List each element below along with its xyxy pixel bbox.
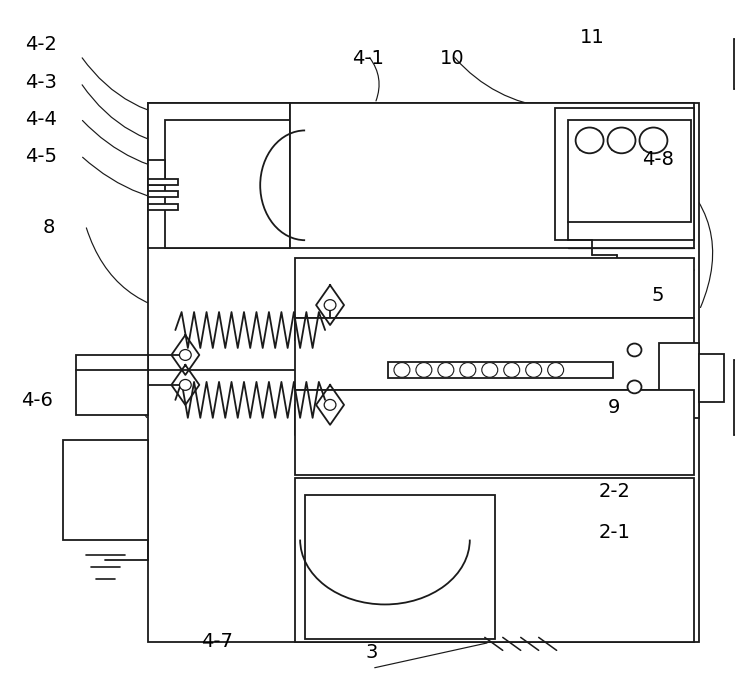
Bar	[149, 160, 166, 185]
Text: 4-8: 4-8	[643, 151, 674, 170]
Bar	[659, 343, 699, 418]
Circle shape	[628, 344, 642, 356]
Circle shape	[180, 380, 191, 390]
Bar	[567, 120, 691, 222]
Bar	[295, 478, 694, 642]
Circle shape	[576, 128, 604, 153]
Text: 4-7: 4-7	[202, 631, 233, 650]
Bar	[149, 179, 178, 185]
Bar	[290, 103, 694, 249]
Circle shape	[324, 399, 336, 410]
Circle shape	[548, 363, 564, 378]
Circle shape	[482, 363, 498, 378]
Text: 11: 11	[580, 29, 604, 48]
Bar	[149, 204, 178, 210]
Bar	[149, 191, 178, 198]
Bar	[295, 258, 694, 318]
Bar	[735, 39, 736, 88]
Bar	[305, 495, 495, 640]
Circle shape	[526, 363, 542, 378]
Bar	[555, 109, 694, 240]
Bar	[295, 318, 694, 390]
Text: 4-1: 4-1	[352, 49, 384, 68]
Circle shape	[628, 380, 642, 393]
Circle shape	[324, 299, 336, 310]
Text: 3: 3	[366, 643, 378, 662]
Bar	[149, 103, 699, 642]
Bar	[149, 103, 290, 249]
Bar	[699, 354, 724, 402]
Circle shape	[607, 128, 635, 153]
Text: 4-2: 4-2	[25, 35, 57, 54]
Text: 2-2: 2-2	[598, 483, 630, 502]
Text: 2-1: 2-1	[598, 523, 630, 542]
Text: 10: 10	[440, 49, 465, 68]
Bar	[735, 360, 736, 435]
Bar	[388, 362, 612, 378]
Circle shape	[438, 363, 454, 378]
Text: 4-4: 4-4	[25, 110, 57, 129]
Circle shape	[640, 128, 668, 153]
Text: 4-6: 4-6	[21, 391, 54, 410]
Text: 8: 8	[42, 218, 54, 237]
Text: 4-3: 4-3	[25, 73, 57, 92]
Circle shape	[460, 363, 475, 378]
Text: 5: 5	[652, 286, 665, 305]
Circle shape	[416, 363, 432, 378]
Circle shape	[394, 363, 410, 378]
Bar	[166, 120, 290, 249]
Bar	[76, 355, 149, 415]
Text: 9: 9	[608, 398, 620, 417]
Bar	[63, 440, 149, 540]
Bar	[295, 390, 694, 475]
Text: 4-5: 4-5	[25, 147, 57, 166]
Circle shape	[180, 350, 191, 361]
Circle shape	[503, 363, 520, 378]
